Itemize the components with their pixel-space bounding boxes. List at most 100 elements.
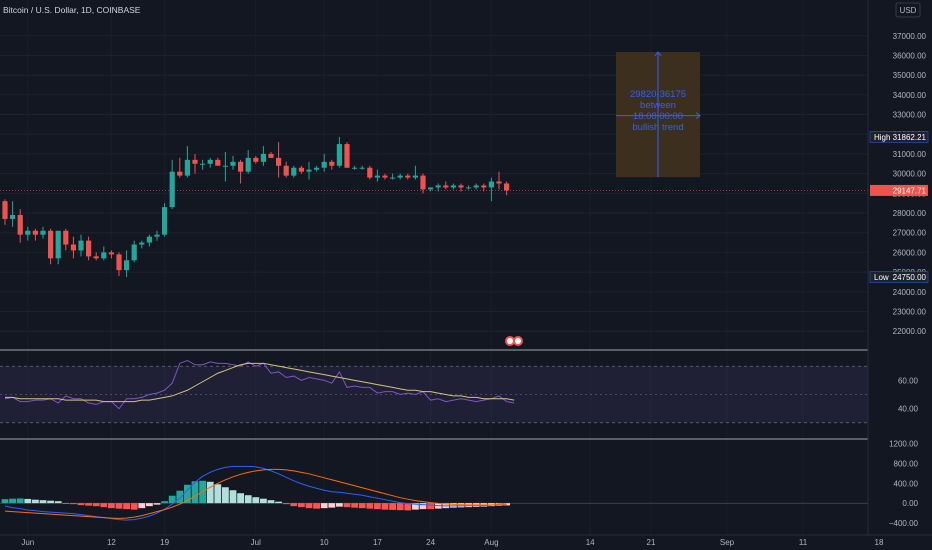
candle — [504, 181, 510, 196]
price-scale[interactable] — [868, 0, 932, 535]
price-tick-label: 27000.00 — [893, 229, 927, 238]
candle — [359, 165, 365, 170]
candle-body — [2, 201, 8, 219]
candle — [78, 234, 84, 257]
candle — [169, 159, 175, 210]
currency-label: USD — [900, 6, 917, 15]
candle-body — [162, 207, 168, 235]
candle — [367, 165, 373, 180]
annotation-line-4: bullish trend — [632, 122, 683, 133]
candle — [93, 252, 99, 261]
candle — [124, 250, 130, 278]
signal-line — [4, 468, 507, 519]
candle-body — [238, 161, 244, 172]
candle-body — [276, 157, 282, 166]
macd-hist-bar — [336, 503, 343, 507]
macd-hist-bar — [381, 503, 389, 510]
macd-hist-bar — [123, 503, 130, 510]
price-tick-label: 24000.00 — [893, 288, 927, 297]
macd-hist-bar — [351, 503, 358, 508]
time-tick-label: 14 — [586, 538, 595, 547]
event-icons[interactable] — [505, 336, 523, 346]
candle — [177, 157, 183, 178]
candle — [428, 187, 434, 192]
candle-body — [260, 153, 266, 162]
annotation-box[interactable]: 29820-36175 between 18.08 00:00 bullish … — [616, 51, 701, 178]
price-tick-label: 33000.00 — [893, 111, 927, 120]
price-tick-label: 26000.00 — [893, 248, 927, 257]
candle-body — [382, 175, 388, 178]
candle — [55, 230, 61, 265]
macd-hist-bar — [343, 503, 351, 508]
candle — [420, 173, 426, 194]
annotation-line-3: 18.08 00:00 — [633, 111, 683, 122]
macd-hist-bar — [92, 503, 100, 507]
candle-body — [207, 159, 213, 164]
candle-body — [215, 159, 221, 166]
candle-body — [321, 161, 327, 168]
macd-hist-bar — [222, 487, 229, 504]
candle-body — [253, 157, 259, 162]
candle-body — [101, 252, 107, 259]
candle — [496, 171, 502, 190]
candle — [2, 199, 8, 225]
candle — [314, 165, 320, 172]
macd-hist-bar — [396, 503, 404, 511]
candle — [253, 155, 259, 164]
time-tick-label: 11 — [799, 538, 808, 547]
candle — [154, 230, 160, 241]
candle — [397, 173, 403, 180]
candle-body — [93, 256, 99, 259]
candle — [184, 146, 190, 178]
candle — [435, 183, 441, 192]
price-tick-label: 22000.00 — [893, 327, 927, 336]
rsi-band — [0, 366, 868, 423]
time-scale[interactable] — [0, 535, 932, 550]
macd-hist-bar — [100, 503, 108, 508]
macd-tick-label: 0.00 — [902, 499, 918, 508]
candle — [481, 183, 487, 192]
candle — [443, 181, 449, 190]
price-tick-label: 23000.00 — [893, 308, 927, 317]
rsi-pane — [0, 359, 868, 424]
macd-tick-label: 1200.00 — [889, 439, 918, 448]
macd-hist-bar — [62, 503, 70, 504]
candle-body — [481, 185, 487, 188]
candle — [200, 159, 206, 170]
candle — [230, 155, 236, 170]
macd-hist-bar — [358, 503, 366, 509]
macd-hist-bar — [16, 498, 24, 504]
candle-body — [420, 175, 426, 190]
candle-body — [116, 254, 122, 271]
macd-hist-bar — [389, 503, 396, 510]
candle-body — [70, 244, 76, 251]
candle-body — [86, 240, 92, 257]
arrow-right-icon — [695, 112, 701, 119]
candle-body — [108, 252, 114, 255]
currency-button[interactable]: USD — [895, 2, 921, 18]
macd-hist-bar — [328, 503, 336, 508]
high-label: High — [874, 133, 890, 142]
candle — [40, 226, 46, 239]
time-tick-label: Aug — [484, 538, 498, 547]
candle-body — [390, 177, 396, 179]
candle-body — [336, 144, 342, 166]
rsi-tick-label: 60.00 — [898, 376, 919, 385]
candle-body — [40, 230, 46, 235]
candle — [48, 228, 54, 265]
annotation-line-2: between — [640, 100, 676, 111]
candle — [298, 165, 304, 174]
candle-body — [184, 159, 190, 176]
macd-hist-bar — [1, 499, 9, 504]
macd-hist-bar — [229, 490, 237, 504]
candle-body — [473, 185, 479, 188]
candle — [25, 226, 31, 241]
macd-hist-bar — [244, 495, 252, 504]
candle-body — [283, 165, 289, 176]
candle — [336, 136, 342, 168]
candle — [488, 177, 494, 202]
candle-body — [298, 167, 304, 172]
high-value: 31862.21 — [893, 133, 927, 142]
candle — [466, 185, 472, 190]
